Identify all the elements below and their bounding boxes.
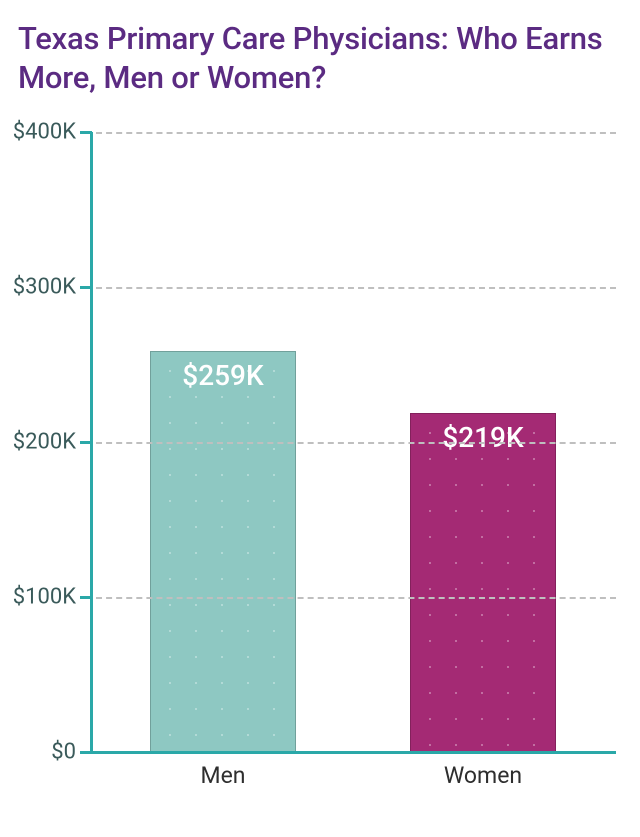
bar: $259K	[150, 351, 296, 752]
y-tick-label: $100K	[13, 585, 76, 610]
gridline	[96, 442, 616, 444]
y-tick	[80, 131, 92, 134]
bar-value-label: $219K	[410, 421, 556, 454]
y-tick	[80, 441, 92, 444]
y-tick-label: $0	[51, 740, 76, 765]
gridline	[96, 287, 616, 289]
y-tick-label: $200K	[13, 430, 76, 455]
category-label: Women	[444, 762, 522, 789]
y-tick	[80, 286, 92, 289]
gridline	[96, 597, 616, 599]
x-axis	[90, 751, 616, 754]
bar-value-label: $259K	[150, 359, 296, 392]
chart: $259K$219K $0$100K$200K$300K$400KMenWome…	[18, 132, 622, 800]
bar-fill	[410, 413, 556, 752]
y-tick	[80, 596, 92, 599]
y-tick-label: $400K	[13, 120, 76, 145]
gridline	[96, 132, 616, 134]
category-label: Men	[201, 762, 246, 789]
bar: $219K	[410, 413, 556, 752]
bar-fill	[150, 351, 296, 752]
y-tick-label: $300K	[13, 275, 76, 300]
chart-title: Texas Primary Care Physicians: Who Earns…	[0, 0, 640, 98]
